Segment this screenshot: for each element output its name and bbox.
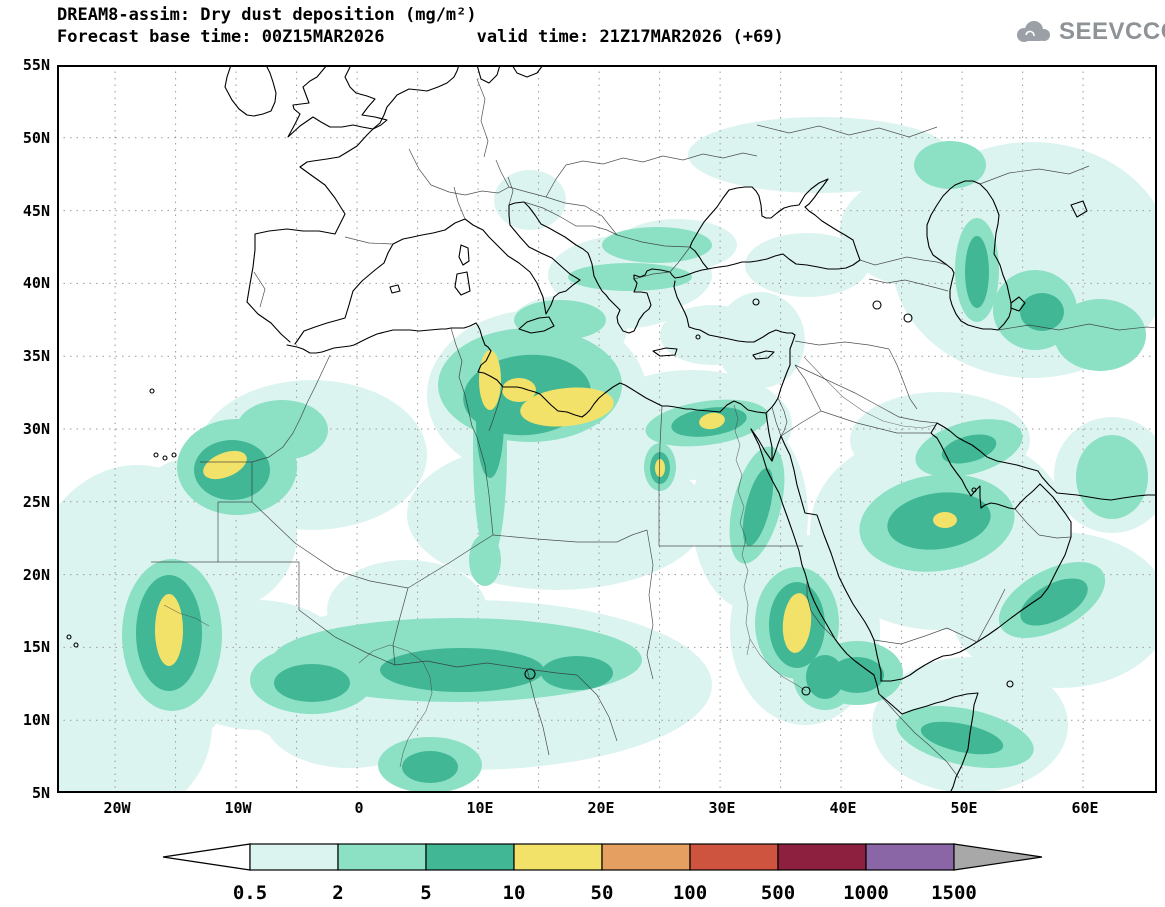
colorbar-label: 10 (503, 882, 526, 904)
colorbar-segment (513, 843, 603, 871)
logo-text: SEEVCCC (1059, 18, 1165, 45)
colorbar-label: 1500 (931, 882, 977, 904)
colorbar-segment (601, 843, 691, 871)
colorbar-segment (777, 843, 867, 871)
page-title: DREAM8-assim: Dry dust deposition (mg/m²… (57, 5, 477, 25)
colorbar-label: 1000 (843, 882, 889, 904)
lon-tick-50e: 50E (950, 799, 978, 817)
lat-tick-10n: 10N (22, 711, 50, 729)
colorbar-label: 0.5 (233, 882, 267, 904)
map-area (57, 65, 1157, 793)
lon-tick-60e: 60E (1071, 799, 1099, 817)
lat-tick-50n: 50N (22, 129, 50, 147)
lat-tick-20n: 20N (22, 566, 50, 584)
country-borders (151, 78, 1157, 779)
lat-tick-55n: 55N (22, 56, 50, 74)
deposition-map (57, 65, 1157, 793)
lon-tick-20e: 20E (587, 799, 615, 817)
colorbar-segment (249, 843, 339, 871)
colorbar-label: 5 (420, 882, 431, 904)
seevccc-logo: SEEVCCC (1012, 18, 1165, 46)
lat-tick-25n: 25N (22, 493, 50, 511)
forecast-times: Forecast base time: 00Z15MAR2026 valid t… (57, 27, 784, 47)
lon-tick-0: 0 (354, 799, 364, 817)
lon-tick-20w: 20W (103, 799, 131, 817)
colorbar-label: 500 (761, 882, 795, 904)
colorbar-label: 50 (591, 882, 614, 904)
lon-tick-30e: 30E (708, 799, 736, 817)
lon-tick-40e: 40E (829, 799, 857, 817)
lat-tick-35n: 35N (22, 347, 50, 365)
colorbar-segment (425, 843, 515, 871)
colorbar: 0.5 2 5 10 50 100 500 1000 1500 (162, 843, 1043, 904)
lat-tick-40n: 40N (22, 274, 50, 292)
lat-tick-30n: 30N (22, 420, 50, 438)
colorbar-label: 100 (673, 882, 707, 904)
colorbar-segment (865, 843, 955, 871)
cloud-icon (1017, 21, 1050, 42)
dust-contours-level-10 (155, 350, 957, 666)
lat-tick-15n: 15N (22, 638, 50, 656)
lon-tick-10e: 10E (466, 799, 494, 817)
lon-tick-10w: 10W (224, 799, 252, 817)
rivers (163, 356, 936, 768)
colorbar-segment (337, 843, 427, 871)
map-frame (57, 65, 1157, 793)
colorbar-under-arrow (162, 843, 251, 871)
colorbar-over-arrow (953, 843, 1043, 871)
colorbar-segment (689, 843, 779, 871)
lat-tick-45n: 45N (22, 202, 50, 220)
colorbar-label: 2 (332, 882, 343, 904)
lat-tick-5n: 5N (31, 784, 50, 802)
